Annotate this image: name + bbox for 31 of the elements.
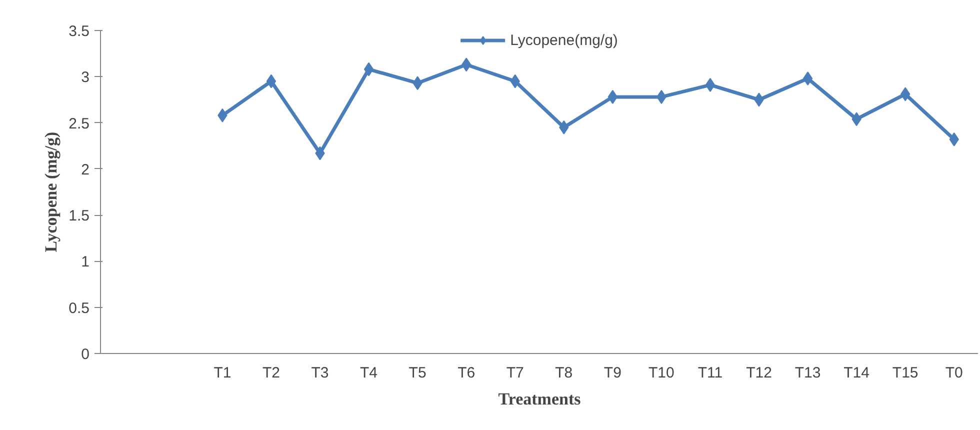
point <box>705 78 716 92</box>
y-axis-title: Lycopene (mg/g) <box>42 132 61 252</box>
x-tick-label: T4 <box>360 364 378 382</box>
x-tick-label: T1 <box>214 364 232 382</box>
y-tick-label: 3.5 <box>68 23 90 40</box>
x-tick-label: T5 <box>408 364 426 382</box>
point <box>266 74 276 88</box>
y-tick-label: 2 <box>81 161 90 178</box>
point <box>802 71 813 86</box>
y-tick-label: 0.5 <box>68 300 90 317</box>
y-tick-label: 3 <box>81 69 90 86</box>
x-tick-label: T7 <box>506 364 524 382</box>
x-axis-title: Treatments <box>498 390 582 408</box>
x-tick-label: T14 <box>844 364 870 382</box>
x-tick-label: T8 <box>555 364 573 382</box>
x-tick-label: T3 <box>311 364 329 382</box>
x-tick-label: T6 <box>458 364 476 382</box>
x-tick-label: T10 <box>648 364 674 382</box>
x-tick-label: T11 <box>698 364 723 382</box>
x-tick-label: T9 <box>604 364 622 382</box>
x-tick-label: T2 <box>262 364 280 382</box>
y-tick-label: 1 <box>81 254 90 271</box>
y-tick-label: 0 <box>81 346 90 363</box>
x-tick-label: T15 <box>892 364 918 382</box>
x-tick-label: T12 <box>746 364 772 382</box>
x-tick-label: T0 <box>945 364 963 382</box>
legend-label: Lycopene(mg/g) <box>510 32 618 48</box>
y-tick-label: 2.5 <box>68 115 90 132</box>
point <box>364 62 374 76</box>
x-tick-label: T13 <box>794 364 821 382</box>
y-tick-label: 1.5 <box>68 208 90 225</box>
